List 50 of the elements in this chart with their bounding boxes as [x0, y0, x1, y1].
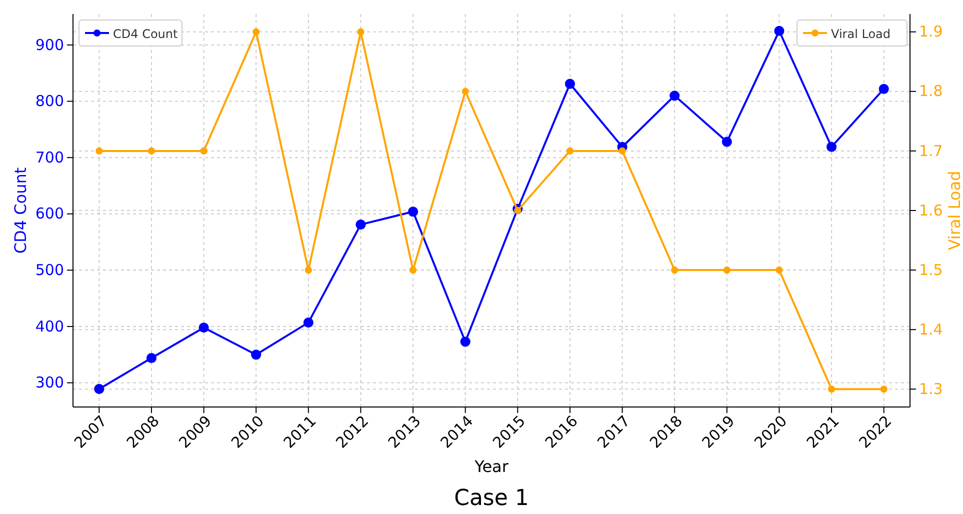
point — [94, 384, 104, 394]
y-tick-label: 500 — [35, 260, 64, 279]
y2-tick-label: 1.9 — [919, 22, 943, 41]
y-tick-label: 600 — [35, 204, 64, 223]
point — [303, 318, 314, 328]
point — [462, 88, 469, 95]
point — [251, 350, 262, 360]
point — [409, 266, 417, 274]
point — [722, 136, 732, 147]
y-axis-title: CD4 Count — [11, 167, 30, 254]
y2-tick-label: 1.3 — [919, 380, 943, 398]
text: Case 1 — [454, 486, 529, 511]
y2-axis-title: Viral Load — [945, 170, 963, 250]
point — [671, 266, 678, 274]
point — [304, 266, 312, 274]
y-tick-label: 800 — [35, 92, 64, 110]
legend-label: Viral Load — [831, 27, 891, 41]
point — [96, 147, 103, 155]
y2-tick-label: 1.8 — [919, 82, 943, 100]
point — [828, 386, 836, 393]
y2-tick-label: 1.4 — [919, 320, 943, 338]
y-tick-label: 900 — [35, 36, 64, 54]
point — [252, 28, 260, 36]
point — [826, 142, 837, 152]
y-tick-label: 700 — [35, 148, 64, 166]
y-tick-label: 400 — [35, 317, 64, 336]
y2-tick-label: 1.6 — [919, 201, 943, 220]
point — [356, 220, 366, 230]
point — [774, 26, 784, 36]
point — [566, 147, 574, 155]
point — [148, 147, 156, 155]
point — [408, 206, 418, 217]
point — [514, 206, 522, 214]
point — [880, 386, 888, 393]
point — [146, 352, 157, 364]
point — [776, 266, 783, 274]
point — [198, 322, 209, 333]
point — [618, 147, 626, 155]
point — [564, 78, 576, 89]
point — [357, 28, 364, 36]
point — [460, 336, 470, 347]
y2-tick-label: 1.5 — [919, 260, 943, 279]
point — [670, 90, 680, 101]
point — [200, 147, 208, 155]
y-tick-label: 300 — [35, 374, 64, 392]
legend-label: CD4 Count — [113, 27, 178, 41]
point — [723, 266, 730, 274]
x-axis-title: Year — [474, 457, 509, 476]
point — [878, 84, 889, 94]
y2-tick-label: 1.7 — [919, 142, 943, 160]
